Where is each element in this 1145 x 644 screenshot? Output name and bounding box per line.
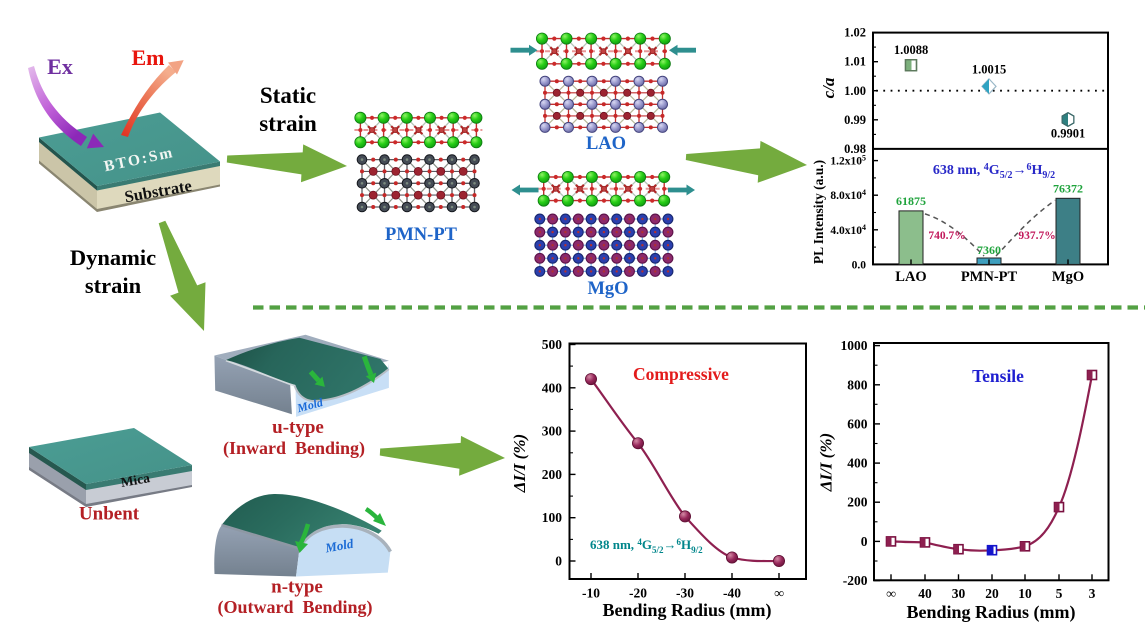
svg-text:638 nm, 4G5/2→6H9/2: 638 nm, 4G5/2→6H9/2: [933, 162, 1055, 181]
svg-text:100: 100: [542, 510, 563, 525]
svg-text:1.2x105: 1.2x105: [830, 154, 866, 168]
svg-text:0.9901: 0.9901: [1051, 127, 1085, 141]
svg-text:1.0015: 1.0015: [972, 62, 1006, 76]
svg-text:-200: -200: [843, 573, 868, 588]
svg-text:Ex: Ex: [47, 54, 73, 79]
svg-text:1.02: 1.02: [844, 26, 866, 40]
svg-text:7360: 7360: [977, 243, 1001, 257]
svg-text:40: 40: [918, 586, 932, 601]
svg-text:937.7%: 937.7%: [1018, 230, 1055, 242]
svg-text:c/a: c/a: [819, 77, 838, 98]
svg-text:Bending Radius (mm): Bending Radius (mm): [906, 602, 1075, 623]
svg-text:1.0088: 1.0088: [894, 43, 928, 57]
svg-text:PMN-PT: PMN-PT: [961, 269, 1018, 285]
svg-text:(Inward Bending): (Inward Bending): [223, 438, 365, 459]
svg-text:-10: -10: [582, 586, 600, 601]
svg-text:20: 20: [985, 586, 999, 601]
svg-text:76372: 76372: [1053, 181, 1083, 195]
svg-text:Mold: Mold: [323, 536, 355, 556]
svg-text:400: 400: [847, 456, 868, 471]
svg-text:3: 3: [1089, 586, 1096, 601]
svg-text:PMN-PT: PMN-PT: [385, 225, 458, 245]
svg-text:0.98: 0.98: [844, 142, 866, 156]
svg-text:PL Intensity (a.u.): PL Intensity (a.u.): [811, 160, 826, 264]
svg-text:4.0x104: 4.0x104: [830, 223, 866, 237]
svg-text:Em: Em: [132, 45, 165, 70]
svg-text:Unbent: Unbent: [79, 504, 140, 525]
svg-text:400: 400: [542, 380, 563, 395]
svg-text:strain: strain: [259, 111, 317, 136]
svg-text:Bending Radius (mm): Bending Radius (mm): [602, 600, 771, 621]
svg-text:Compressive: Compressive: [633, 364, 729, 384]
svg-text:0.99: 0.99: [844, 113, 866, 127]
svg-text:Tensile: Tensile: [972, 366, 1024, 386]
svg-text:n-type: n-type: [271, 577, 323, 598]
svg-text:61875: 61875: [896, 194, 926, 208]
svg-text:200: 200: [847, 495, 868, 510]
svg-text:Mica: Mica: [120, 470, 152, 490]
svg-text:-40: -40: [723, 586, 741, 601]
svg-text:LAO: LAO: [895, 269, 926, 285]
svg-text:ΔI/I (%): ΔI/I (%): [817, 433, 836, 492]
svg-text:500: 500: [542, 337, 563, 352]
svg-text:1000: 1000: [841, 338, 868, 353]
svg-text:200: 200: [542, 467, 563, 482]
svg-text:strain: strain: [85, 273, 142, 298]
svg-text:638 nm, 4G5/2→6H9/2: 638 nm, 4G5/2→6H9/2: [590, 537, 703, 555]
svg-text:MgO: MgO: [587, 279, 628, 299]
svg-text:8.0x104: 8.0x104: [830, 188, 866, 202]
svg-text:0.0: 0.0: [852, 259, 867, 271]
svg-text:ΔI/I (%): ΔI/I (%): [510, 434, 529, 493]
svg-text:1.01: 1.01: [844, 55, 866, 69]
svg-text:0: 0: [555, 554, 562, 569]
svg-text:300: 300: [542, 424, 563, 439]
svg-text:∞: ∞: [774, 586, 784, 601]
svg-text:1.00: 1.00: [844, 84, 866, 98]
svg-text:∞: ∞: [886, 586, 896, 601]
svg-text:10: 10: [1018, 586, 1032, 601]
svg-text:-20: -20: [629, 586, 647, 601]
svg-text:LAO: LAO: [586, 134, 626, 154]
svg-text:0: 0: [861, 534, 868, 549]
svg-text:(Outward Bending): (Outward Bending): [217, 597, 372, 618]
svg-text:600: 600: [847, 416, 868, 431]
svg-text:Dynamic: Dynamic: [70, 245, 156, 270]
svg-text:800: 800: [847, 377, 868, 392]
svg-text:u-type: u-type: [272, 417, 324, 438]
svg-text:-30: -30: [676, 586, 694, 601]
svg-text:740.7%: 740.7%: [928, 230, 965, 242]
svg-text:MgO: MgO: [1052, 269, 1084, 285]
svg-text:5: 5: [1056, 586, 1063, 601]
svg-text:30: 30: [952, 586, 966, 601]
svg-text:Static: Static: [260, 83, 316, 108]
